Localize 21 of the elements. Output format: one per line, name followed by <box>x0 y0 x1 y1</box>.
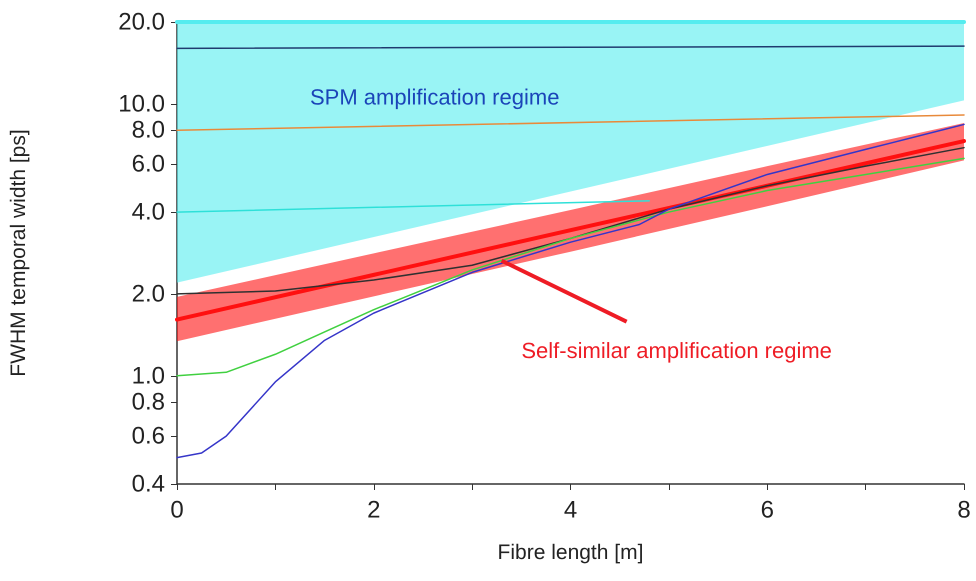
y-tick-label: 1.0 <box>132 362 165 390</box>
y-tick-label: 20.0 <box>118 8 165 36</box>
y-tick-label: 6.0 <box>132 150 165 178</box>
x-tick-label: 6 <box>760 496 774 524</box>
y-tick-label: 0.8 <box>132 388 165 416</box>
y-tick-label: 0.6 <box>132 422 165 450</box>
x-tick-label: 8 <box>957 496 971 524</box>
y-tick-label: 0.4 <box>132 470 165 498</box>
y-tick-label: 10.0 <box>118 90 165 118</box>
x-tick-label: 0 <box>170 496 184 524</box>
line-series <box>176 124 965 458</box>
x-tick-label: 4 <box>564 496 578 524</box>
x-axis-title: Fibre length [m] <box>498 541 644 564</box>
y-axis-title: FWHM temporal width [ps] <box>7 129 30 377</box>
y-tick-label: 4.0 <box>132 198 165 226</box>
y-tick-label: 2.0 <box>132 280 165 308</box>
annotation: Self-similar amplification regime <box>521 338 832 364</box>
annotation: SPM amplification regime <box>310 84 560 110</box>
y-tick-label: 8.0 <box>132 116 165 144</box>
line-series <box>176 158 965 377</box>
x-tick-label: 2 <box>367 496 380 524</box>
